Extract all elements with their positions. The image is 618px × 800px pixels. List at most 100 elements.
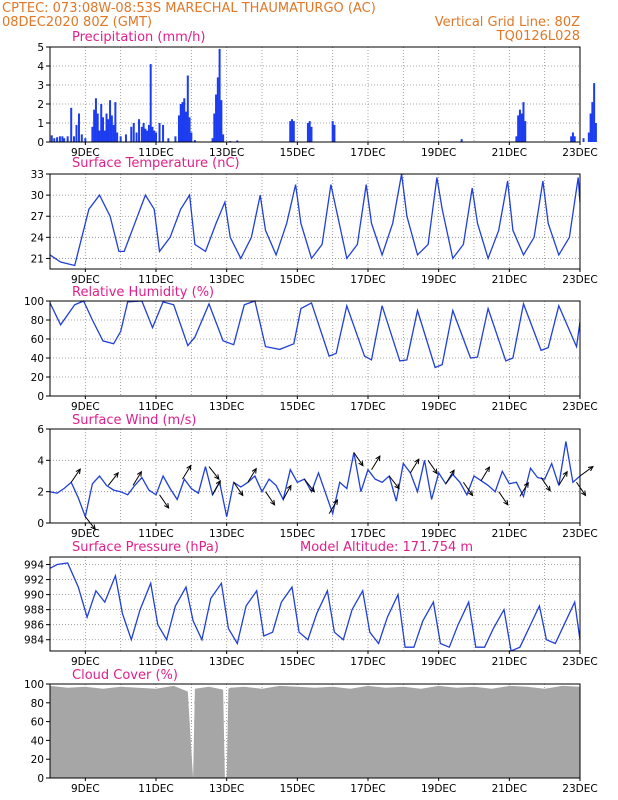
wind-arrow-head <box>545 485 551 492</box>
humidity-day-label: 13DEC <box>209 401 244 413</box>
precip-bar <box>61 136 64 142</box>
precip-bar <box>144 128 147 142</box>
pressure-frame <box>49 556 581 652</box>
cloud-ytick-label: 0 <box>37 773 44 785</box>
wind-arrow-head <box>394 483 400 490</box>
precip-day-label: 13DEC <box>209 147 244 159</box>
wind-arrow-head <box>562 470 568 477</box>
wind-arrow <box>212 480 221 496</box>
precip-bar <box>124 134 127 142</box>
wind-arrow-head <box>214 474 220 481</box>
humidity-title: Relative Humidity (%) <box>72 285 214 300</box>
cloud-day-label: 13DEC <box>209 783 244 795</box>
humidity-day-label: 19DEC <box>421 401 456 413</box>
precip-day-label: 17DEC <box>350 147 385 159</box>
humidity-day-label: 9DEC <box>71 401 100 413</box>
precip-bar <box>594 123 597 142</box>
wind-arrow-head <box>432 468 438 475</box>
wind-arrow-head <box>503 499 509 506</box>
wind-arrow-head <box>113 471 119 478</box>
precip-bar <box>213 113 216 142</box>
precip-ytick-label: 4 <box>37 61 44 73</box>
wind-arrow-head <box>90 524 96 531</box>
wind-arrow <box>182 465 192 480</box>
wind-arrow <box>445 469 455 485</box>
pressure-day-label: 23DEC <box>562 656 597 668</box>
precip-bar <box>107 119 110 142</box>
humidity-day-label: 15DEC <box>280 401 315 413</box>
pressure-day-label: 19DEC <box>421 656 456 668</box>
wind-arrow <box>208 466 220 480</box>
pressure-day-label: 9DEC <box>71 656 100 668</box>
pressure-ytick-label: 994 <box>24 560 44 572</box>
precip-bar <box>587 132 590 142</box>
model-altitude: Model Altitude: 171.754 m <box>300 540 473 555</box>
wind-arrow <box>328 499 338 514</box>
wind-arrow <box>388 475 400 489</box>
precip-bar <box>589 113 592 142</box>
temperature-day-label: 17DEC <box>350 274 385 286</box>
cloud-ytick-label: 80 <box>31 698 44 710</box>
precip-bar <box>310 126 313 142</box>
wind-arrow <box>409 458 420 474</box>
wind-day-label: 13DEC <box>209 528 244 540</box>
wind-day-label: 19DEC <box>421 528 456 540</box>
temperature-line <box>49 173 581 267</box>
precip-bar <box>179 104 182 142</box>
precip-bar <box>135 132 138 142</box>
precip-bar <box>70 107 73 142</box>
humidity-day-label: 17DEC <box>350 401 385 413</box>
precip-bar <box>103 130 106 142</box>
wind-arrow-head <box>523 481 529 488</box>
precip-day-label: 11DEC <box>138 147 173 159</box>
wind-arrow-head <box>580 490 587 497</box>
precip-bar <box>149 64 152 142</box>
wind-arrow-head <box>414 458 420 465</box>
wind-arrow-head <box>186 464 192 471</box>
cloud-frame <box>49 683 581 779</box>
temperature-day-label: 13DEC <box>209 274 244 286</box>
precip-bar <box>58 136 61 142</box>
wind-arrow <box>480 466 490 481</box>
cloud-ytick-label: 40 <box>31 735 44 747</box>
precip-bar <box>524 121 527 142</box>
precip-bar <box>50 135 53 142</box>
precip-bar <box>94 98 97 142</box>
wind-arrow <box>107 472 119 486</box>
wind-ytick-label: 6 <box>37 424 44 436</box>
precip-bar <box>216 77 219 142</box>
precip-bar <box>211 138 214 142</box>
precip-day-label: 21DEC <box>492 147 527 159</box>
temperature-ytick-label: 21 <box>31 253 44 265</box>
humidity-day-label: 21DEC <box>492 401 527 413</box>
precip-bar <box>132 123 135 142</box>
precip-ytick-label: 3 <box>37 80 44 92</box>
pressure-ytick-label: 988 <box>24 605 44 617</box>
precip-bar <box>167 138 170 142</box>
precip-bar <box>100 104 103 142</box>
wind-arrow <box>282 485 292 500</box>
precip-bar <box>236 140 239 142</box>
pressure-line <box>49 562 581 652</box>
humidity-ytick-label: 40 <box>31 353 44 365</box>
wind-ytick-label: 2 <box>37 487 44 499</box>
precip-bar <box>515 136 518 142</box>
precip-bar <box>56 137 59 142</box>
precip-bar <box>522 102 525 142</box>
precip-bar <box>222 134 225 142</box>
precip-bar <box>114 102 117 142</box>
precip-bar <box>130 126 133 142</box>
wind-arrow <box>579 466 594 477</box>
temperature-day-label: 9DEC <box>71 274 100 286</box>
pressure-day-label: 15DEC <box>280 656 315 668</box>
precip-bar <box>291 119 294 142</box>
precip-bar <box>188 117 191 142</box>
temperature-ytick-label: 27 <box>31 211 44 223</box>
wind-arrow <box>558 471 568 486</box>
precip-bar <box>110 115 113 142</box>
wind-arrow <box>304 478 315 493</box>
precip-bar <box>53 138 56 142</box>
precip-bar <box>98 130 101 142</box>
precip-bar <box>331 121 334 142</box>
